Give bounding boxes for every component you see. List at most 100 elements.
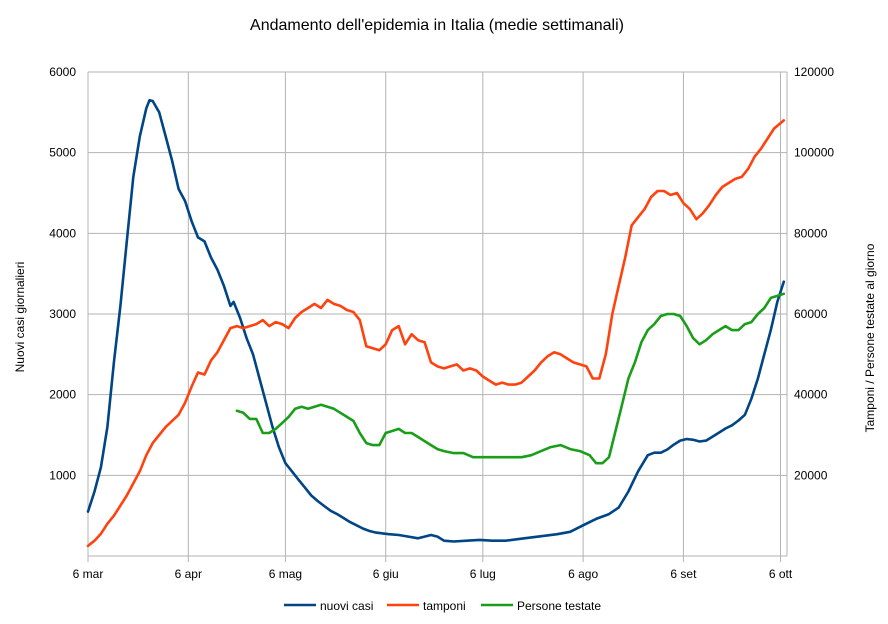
data-point	[604, 353, 607, 356]
data-point	[245, 337, 248, 340]
data-point	[397, 534, 400, 536]
data-point	[274, 321, 277, 323]
data-point	[782, 119, 785, 122]
data-point	[530, 536, 533, 539]
data-point	[281, 422, 284, 424]
data-point	[242, 411, 245, 414]
chart-title: Andamento dell'epidemia in Italia (medie…	[250, 17, 624, 34]
data-point	[352, 420, 355, 422]
data-point	[776, 295, 779, 297]
data-point	[627, 377, 630, 380]
y-axis-label: Nuovi casi giornalieri	[13, 262, 27, 373]
data-point	[747, 167, 750, 170]
data-point	[236, 409, 238, 412]
data-point	[303, 486, 306, 489]
data-point	[125, 240, 128, 243]
data-point	[391, 430, 394, 432]
data-point	[491, 456, 494, 459]
data-point	[93, 490, 96, 493]
data-point	[556, 533, 559, 536]
data-point	[358, 319, 361, 321]
data-point	[404, 432, 406, 434]
data-point	[766, 137, 769, 140]
data-point	[588, 454, 591, 457]
data-point	[744, 413, 746, 416]
data-point	[93, 539, 96, 542]
legend-label-tamponi: tamponi	[423, 599, 466, 613]
data-point	[333, 407, 335, 410]
data-point	[579, 450, 581, 452]
y2-tick-label: 100000	[794, 146, 834, 160]
data-point	[705, 339, 707, 342]
data-point	[326, 405, 329, 408]
data-point	[494, 383, 497, 386]
data-point	[582, 524, 584, 527]
x-tick-label: 6 ago	[568, 567, 598, 581]
data-point	[572, 361, 575, 364]
data-point	[333, 303, 335, 305]
data-point	[171, 159, 174, 162]
data-point	[452, 452, 455, 454]
data-point	[637, 216, 639, 219]
data-point	[718, 431, 720, 434]
data-point	[617, 284, 620, 287]
data-point	[591, 377, 594, 380]
data-point	[469, 367, 471, 370]
data-point	[164, 426, 167, 428]
data-point	[423, 341, 426, 344]
data-point	[384, 343, 387, 346]
data-point	[320, 403, 322, 406]
data-point	[436, 448, 439, 450]
data-point	[316, 500, 319, 502]
data-point	[371, 444, 374, 446]
data-point	[171, 420, 174, 422]
y2-axis-label: Tamponi / Persone testate al giorno	[863, 243, 877, 432]
data-point	[430, 444, 432, 446]
right-axis-ticks: 20000 40000 60000 80000 100000 120000	[794, 65, 834, 482]
data-point	[507, 383, 510, 386]
data-point	[106, 426, 109, 428]
data-point	[540, 361, 542, 364]
data-point	[384, 432, 387, 434]
series-points-persone-testate	[236, 292, 785, 465]
data-point	[365, 442, 368, 444]
data-point	[462, 452, 465, 454]
y2-tick-label: 60000	[794, 307, 828, 321]
data-point	[252, 353, 254, 356]
data-point	[559, 444, 562, 446]
legend-label-persone-testate: Persone testate	[517, 599, 601, 613]
data-point	[430, 534, 432, 536]
data-point	[488, 379, 491, 382]
legend: nuovi casi tamponi Persone testate	[284, 599, 601, 613]
data-point	[423, 440, 426, 442]
data-point	[517, 538, 520, 540]
series-line-nuovi-casi	[86, 98, 786, 543]
y-tick-label: 3000	[49, 307, 76, 321]
data-point	[145, 107, 148, 110]
data-point	[753, 155, 756, 158]
data-point	[274, 428, 277, 430]
data-point	[255, 418, 258, 420]
data-point	[721, 186, 724, 188]
data-point	[184, 401, 187, 404]
grid-lines	[87, 71, 788, 562]
data-point	[630, 224, 633, 227]
data-point	[685, 325, 688, 327]
data-point	[261, 432, 264, 434]
data-point	[320, 307, 322, 309]
y2-tick-label: 120000	[794, 65, 834, 79]
y-tick-label: 2000	[49, 388, 76, 402]
data-point	[223, 339, 225, 342]
x-tick-label: 6 lug	[470, 567, 496, 581]
data-point	[666, 448, 669, 451]
data-point	[436, 365, 439, 368]
data-point	[258, 377, 261, 380]
data-point	[731, 329, 733, 331]
data-point	[346, 416, 348, 418]
data-point	[750, 321, 753, 323]
data-point	[407, 535, 410, 538]
data-point	[371, 347, 374, 350]
x-tick-label: 6 mag	[269, 567, 302, 581]
y-tick-label: 4000	[49, 226, 76, 240]
data-point	[456, 363, 458, 366]
